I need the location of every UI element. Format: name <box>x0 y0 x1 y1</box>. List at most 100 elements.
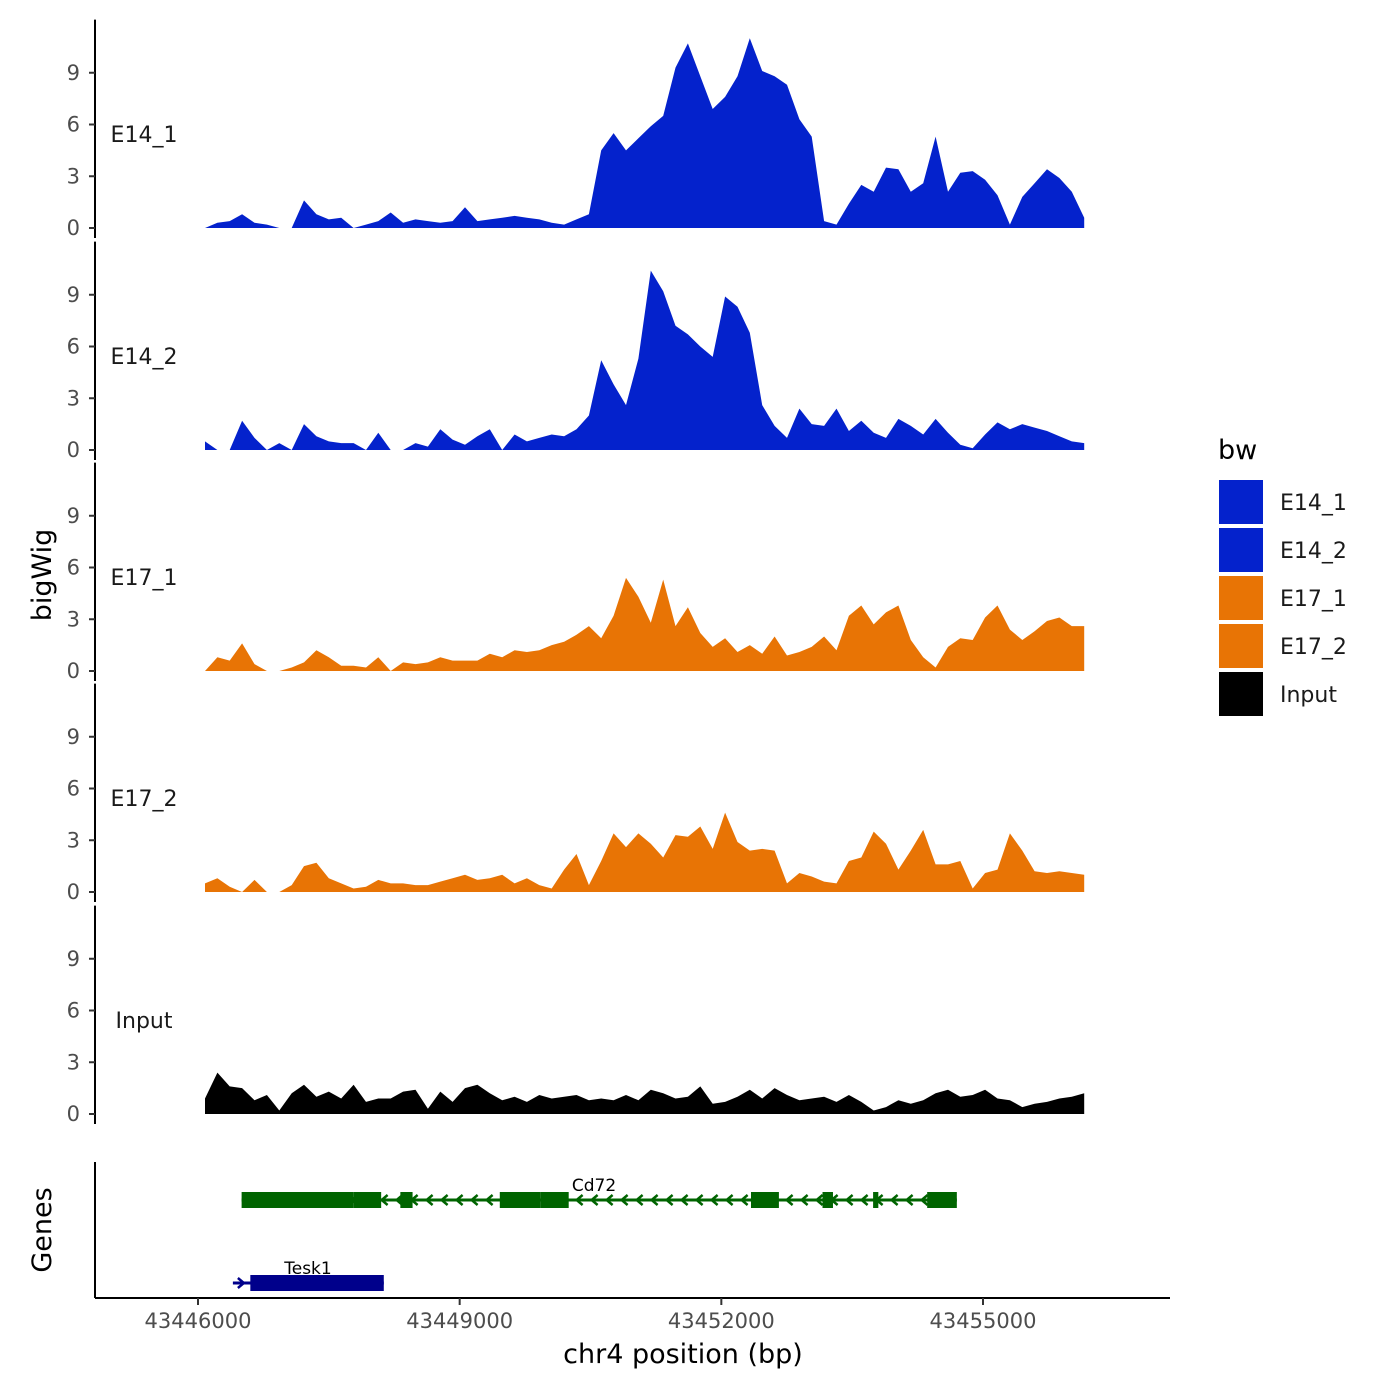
strand-arrow <box>859 1194 869 1206</box>
gene-models: Cd72 Tesk1 <box>232 1176 957 1291</box>
gene-label: Cd72 <box>572 1176 616 1196</box>
y-tick-label: 3 <box>67 164 80 188</box>
strand-arrow <box>574 1194 584 1206</box>
x-tick-label: 43446000 <box>145 1309 252 1333</box>
legend-label: E14_1 <box>1280 491 1347 516</box>
genes-axis-title: Genes <box>27 1187 58 1272</box>
y-tick-label: 9 <box>67 504 80 528</box>
y-tick-label: 6 <box>67 335 80 359</box>
x-axis: 43446000 43449000 43452000 43455000 <box>95 1297 1170 1333</box>
y-tick-label: 9 <box>67 947 80 971</box>
gene-Tesk1: Tesk1 <box>232 1259 384 1291</box>
legend-label: E14_2 <box>1280 539 1347 564</box>
exon <box>499 1192 541 1208</box>
legend-item: Input <box>1219 672 1337 716</box>
exon <box>750 1192 779 1208</box>
y-tick-label: 6 <box>67 777 80 801</box>
legend-swatch <box>1219 528 1263 572</box>
legend-title: bw <box>1218 435 1257 466</box>
strand-arrow <box>904 1194 914 1206</box>
gene-Cd72: Cd72 <box>241 1176 957 1208</box>
legend-item: E14_2 <box>1219 528 1347 572</box>
x-axis-title: chr4 position (bp) <box>563 1339 803 1370</box>
strand-arrow <box>814 1194 824 1206</box>
y-tick-label: 3 <box>67 607 80 631</box>
track-E14_1: 0 3 6 9 E14_1 <box>67 19 1085 240</box>
legend-swatch <box>1219 480 1263 524</box>
strand-arrow <box>634 1194 644 1206</box>
strand-arrow <box>424 1194 434 1206</box>
y-tick-label: 0 <box>67 880 80 904</box>
strand-arrow <box>454 1194 464 1206</box>
legend-item: E14_1 <box>1219 480 1347 524</box>
exon <box>400 1192 413 1208</box>
y-tick-label: 0 <box>67 1102 80 1126</box>
strand-arrow <box>589 1194 599 1206</box>
legend: bw E14_1 E14_2 E17_1 E17_2 Input <box>1218 435 1347 716</box>
track-E17_1: 0 3 6 9 E17_1 <box>67 462 1085 683</box>
y-tick-label: 0 <box>67 659 80 683</box>
strand-arrow <box>919 1194 929 1206</box>
strand-arrow <box>439 1194 449 1206</box>
strand-arrow <box>484 1194 494 1206</box>
strand-arrow <box>379 1194 389 1206</box>
legend-swatch <box>1219 576 1263 620</box>
track-label: E17_2 <box>111 787 178 812</box>
x-tick-label: 43449000 <box>406 1309 513 1333</box>
x-tick-label: 43455000 <box>930 1309 1037 1333</box>
track-label: E14_1 <box>111 123 178 148</box>
legend-swatch <box>1219 672 1263 716</box>
track-Input: 0 3 6 9 Input <box>67 905 1085 1126</box>
strand-arrow <box>709 1194 719 1206</box>
coverage-area-E14_1 <box>205 38 1085 228</box>
y-axis-title: bigWig <box>27 529 58 622</box>
strand-arrow <box>784 1194 794 1206</box>
strand-arrow <box>619 1194 629 1206</box>
y-tick-label: 9 <box>67 283 80 307</box>
y-tick-label: 6 <box>67 556 80 580</box>
strand-arrow <box>469 1194 479 1206</box>
coverage-area-E14_2 <box>205 270 1085 450</box>
coverage-area-E17_1 <box>205 577 1085 671</box>
y-tick-label: 6 <box>67 999 80 1023</box>
legend-item: E17_1 <box>1219 576 1347 620</box>
y-tick-label: 6 <box>67 113 80 137</box>
gene-label: Tesk1 <box>283 1259 331 1279</box>
genes-panel: Cd72 Tesk1 <box>94 1162 957 1298</box>
y-tick-label: 0 <box>67 438 80 462</box>
exon <box>353 1192 382 1208</box>
strand-arrow <box>844 1194 854 1206</box>
legend-label: Input <box>1280 683 1337 708</box>
strand-arrow <box>724 1194 734 1206</box>
exon <box>241 1192 354 1208</box>
legend-item: E17_2 <box>1219 624 1347 668</box>
track-E17_2: 0 3 6 9 E17_2 <box>67 683 1085 904</box>
y-tick-label: 9 <box>67 725 80 749</box>
y-tick-label: 9 <box>67 61 80 85</box>
exon <box>822 1192 833 1208</box>
exon <box>540 1192 569 1208</box>
strand-arrow <box>679 1194 689 1206</box>
strand-arrow <box>694 1194 704 1206</box>
track-label: Input <box>116 1009 173 1034</box>
strand-arrow <box>237 1277 246 1289</box>
strand-arrow <box>664 1194 674 1206</box>
exon <box>873 1192 879 1208</box>
legend-label: E17_2 <box>1280 635 1347 660</box>
strand-arrow <box>649 1194 659 1206</box>
coverage-tracks: 0 3 6 9 E14_1 0 3 6 9 E14_2 0 3 6 9 E17_1 0 3 6 9 E17_2 0 3 6 9… <box>67 19 1085 1126</box>
strand-arrow <box>604 1194 614 1206</box>
y-tick-label: 3 <box>67 1050 80 1074</box>
track-label: E14_2 <box>111 345 178 370</box>
legend-label: E17_1 <box>1280 587 1347 612</box>
legend-swatch <box>1219 624 1263 668</box>
strand-arrow <box>739 1194 749 1206</box>
coverage-area-E17_2 <box>205 812 1085 892</box>
y-tick-label: 3 <box>67 828 80 852</box>
coverage-area-Input <box>205 1072 1085 1114</box>
x-tick-label: 43452000 <box>668 1309 775 1333</box>
strand-arrow <box>889 1194 899 1206</box>
track-E14_2: 0 3 6 9 E14_2 <box>67 241 1085 462</box>
strand-arrow <box>799 1194 809 1206</box>
